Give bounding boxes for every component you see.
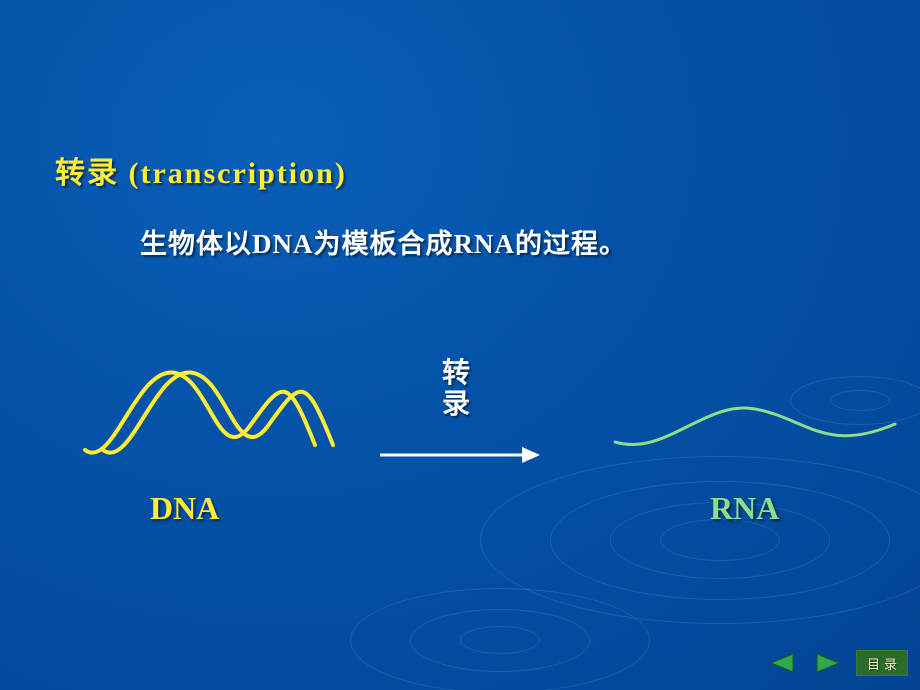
subtitle: 生物体以DNA为模板合成RNA的过程。 bbox=[140, 222, 627, 261]
diagram: 转录 DNA RNA bbox=[0, 340, 920, 560]
next-icon bbox=[813, 652, 843, 674]
heading: 转录 (transcription) bbox=[55, 148, 347, 192]
toc-button[interactable]: 目录 bbox=[856, 650, 908, 676]
dna-label: DNA bbox=[150, 490, 219, 527]
next-button[interactable] bbox=[810, 650, 846, 676]
prev-icon bbox=[767, 652, 797, 674]
slide: 转录 (transcription) 生物体以DNA为模板合成RNA的过程。 转… bbox=[0, 0, 920, 690]
prev-button[interactable] bbox=[764, 650, 800, 676]
nav-controls: 目录 bbox=[764, 650, 908, 676]
arrow-label: 转录 bbox=[442, 359, 470, 421]
rna-label: RNA bbox=[710, 490, 779, 527]
